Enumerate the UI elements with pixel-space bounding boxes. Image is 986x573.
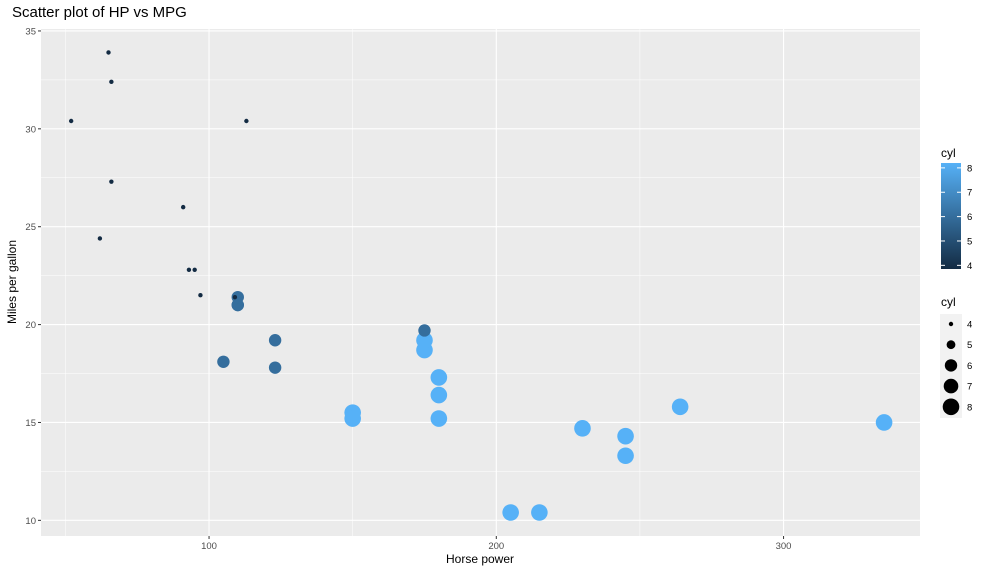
data-point [186,267,192,272]
data-point [617,427,634,445]
axes: 100 200 300 10 15 20 25 30 35 [25,26,791,552]
data-point [180,204,186,210]
data-point [231,290,244,304]
size-legend-label: 7 [967,382,972,393]
data-point [217,355,230,368]
data-point [192,267,197,272]
data-point [418,324,431,337]
size-legend-title: cyl [941,295,956,309]
data-point [430,386,448,404]
data-point [97,236,103,241]
size-legend-label: 4 [967,320,972,331]
size-legend-key [942,398,960,416]
y-tick-label: 20 [25,320,36,331]
data-point [430,369,448,386]
size-legend: cyl 4 5 6 7 8 [940,295,972,418]
panel-background [41,29,920,536]
plot-panel [41,29,920,536]
data-point [617,447,634,465]
color-legend-label: 7 [967,188,972,199]
x-axis-title: Horse power [446,552,514,566]
y-axis-title: Miles per gallon [5,240,19,324]
y-tick-label: 25 [25,222,36,233]
x-tick-label: 200 [488,541,504,552]
data-point [109,79,114,85]
data-point [531,504,548,521]
size-legend-label: 6 [967,361,972,372]
color-legend-label: 8 [967,163,972,174]
x-tick-label: 100 [201,541,217,552]
data-point [198,293,203,298]
data-point [68,118,74,124]
x-tick-label: 300 [776,541,792,552]
y-tick-label: 15 [25,418,36,429]
data-point [109,179,114,184]
color-legend: cyl 8 7 6 5 4 [941,146,972,272]
size-legend-label: 8 [967,402,972,413]
size-legend-key [946,340,956,350]
data-point [344,410,361,427]
size-legend-key [948,321,954,327]
data-point [671,398,689,416]
color-legend-label: 4 [967,261,972,272]
y-tick-label: 30 [25,124,36,135]
size-legend-key [943,378,959,394]
data-point [232,294,238,300]
chart-title: Scatter plot of HP vs MPG [12,4,187,21]
size-legend-label: 5 [967,340,972,351]
data-point [430,410,448,427]
y-tick-label: 10 [25,516,36,527]
data-points [68,50,893,521]
color-legend-label: 6 [967,212,972,223]
y-tick-label: 35 [25,26,36,37]
data-point [268,361,282,374]
data-point [875,414,893,431]
color-legend-label: 5 [967,236,972,247]
data-point [502,504,519,521]
size-legend-key [944,359,958,372]
color-legend-title: cyl [941,146,956,160]
data-point [574,420,591,437]
data-point [106,50,111,55]
data-point [244,118,249,124]
color-bar [941,163,961,269]
data-point [268,334,282,347]
data-point [416,331,433,349]
